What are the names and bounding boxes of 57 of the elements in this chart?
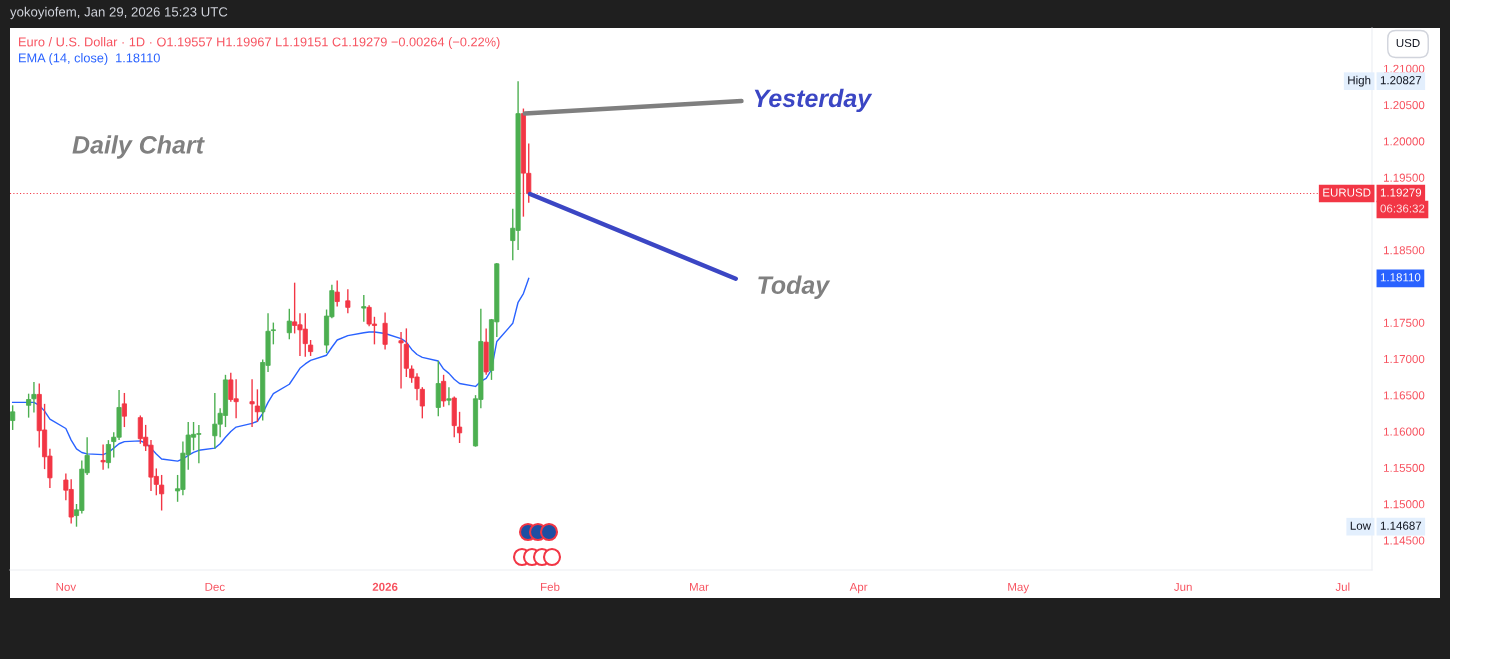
candlestick xyxy=(419,386,425,420)
x-tick-label: Dec xyxy=(205,582,225,591)
y-tick-label: 1.17500 xyxy=(1383,318,1425,327)
candlestick xyxy=(249,378,255,428)
x-tick-label: Nov xyxy=(56,582,77,591)
candlestick xyxy=(100,443,106,471)
y-tick-label: 1.16000 xyxy=(1383,427,1425,436)
candlestick xyxy=(441,374,447,408)
y-tick-label: 1.16500 xyxy=(1383,391,1425,400)
text: 06:36:32 xyxy=(1380,204,1425,213)
candlestick xyxy=(270,321,276,346)
candlestick xyxy=(382,311,388,351)
ref-line-label: EURUSD xyxy=(1323,188,1371,197)
candlestick xyxy=(457,411,463,444)
y-tick-label: 1.21000 xyxy=(1383,64,1425,73)
y-tick-label: 1.15500 xyxy=(1383,463,1425,472)
candlestick xyxy=(334,279,340,308)
y-tick-label: 1.19500 xyxy=(1383,173,1425,182)
y-tick-label: 1.20500 xyxy=(1383,101,1425,110)
candlestick xyxy=(361,294,367,323)
annotation: High xyxy=(1348,75,1371,87)
annotation: Daily Chart xyxy=(72,135,205,159)
y-tick-label: 1.17000 xyxy=(1383,354,1425,364)
text: 1.20827 xyxy=(1380,76,1422,85)
text: EMA (14, close) xyxy=(19,53,108,65)
x-tick-label: Jun xyxy=(1174,582,1192,591)
annotation: 1.18110 xyxy=(116,53,160,63)
text: 1.19279 xyxy=(1380,188,1422,197)
y-axis-title: USD xyxy=(1396,38,1420,48)
x-tick-label: Apr xyxy=(849,582,868,594)
text: Euro / U.S. Dollar · 1D · O1.19557 H1.19967 L1.19151 C1.19279 −0.00264 (−0.22%) xyxy=(19,37,500,49)
annotation: Low xyxy=(1350,521,1372,530)
x-tick-label: May xyxy=(1008,582,1030,594)
text: 1.14687 xyxy=(1380,521,1422,530)
candlestick xyxy=(31,381,37,414)
x-tick-label: Mar xyxy=(690,582,709,591)
annotation: Yesterday xyxy=(754,88,873,113)
candlestick xyxy=(398,331,404,390)
y-tick-label: 1.20000 xyxy=(1383,137,1425,146)
text: yokoyiofem, Jan 29, 2026 15:23 UTC xyxy=(10,6,228,20)
candlestick xyxy=(435,360,441,417)
y-tick-label: 1.18500 xyxy=(1383,246,1425,255)
candlestick xyxy=(446,386,452,406)
y-tick-label: 1.14500 xyxy=(1383,536,1425,545)
candlestick xyxy=(345,288,351,314)
x-tick-label: Jul xyxy=(1335,582,1350,591)
candlestick xyxy=(26,392,32,419)
candlestick xyxy=(286,308,292,340)
y-tick-label: 1.15000 xyxy=(1383,500,1425,509)
text: 1.18110 xyxy=(1380,273,1421,282)
x-tick-label: Feb xyxy=(541,582,560,591)
x-tick-label: 2026 xyxy=(372,582,398,591)
candlestick xyxy=(254,388,260,423)
candlestick xyxy=(105,439,111,470)
candlestick xyxy=(121,392,127,428)
annotation: Today xyxy=(758,275,831,299)
candlestick xyxy=(10,404,16,431)
